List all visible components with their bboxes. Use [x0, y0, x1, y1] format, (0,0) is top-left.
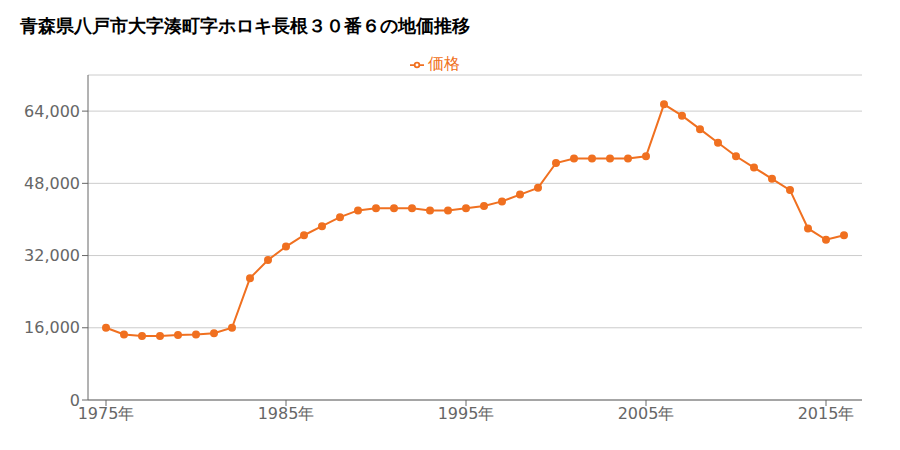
svg-text:2005年: 2005年: [618, 404, 675, 423]
svg-text:2015年: 2015年: [798, 404, 855, 423]
svg-text:0: 0: [70, 391, 80, 410]
html-text:価格: 価格: [428, 54, 460, 73]
svg-text:1995年: 1995年: [438, 404, 495, 423]
svg-text:64,000: 64,000: [24, 102, 80, 121]
svg-text:32,000: 32,000: [24, 246, 80, 265]
svg-text:1985年: 1985年: [258, 404, 315, 423]
svg-text:1975年: 1975年: [78, 404, 135, 423]
svg-text:48,000: 48,000: [24, 174, 80, 193]
svg-text:16,000: 16,000: [24, 318, 80, 337]
html-text:青森県八戸市大字湊町字ホロキ長根３０番６の地価推移: 青森県八戸市大字湊町字ホロキ長根３０番６の地価推移: [20, 15, 470, 36]
